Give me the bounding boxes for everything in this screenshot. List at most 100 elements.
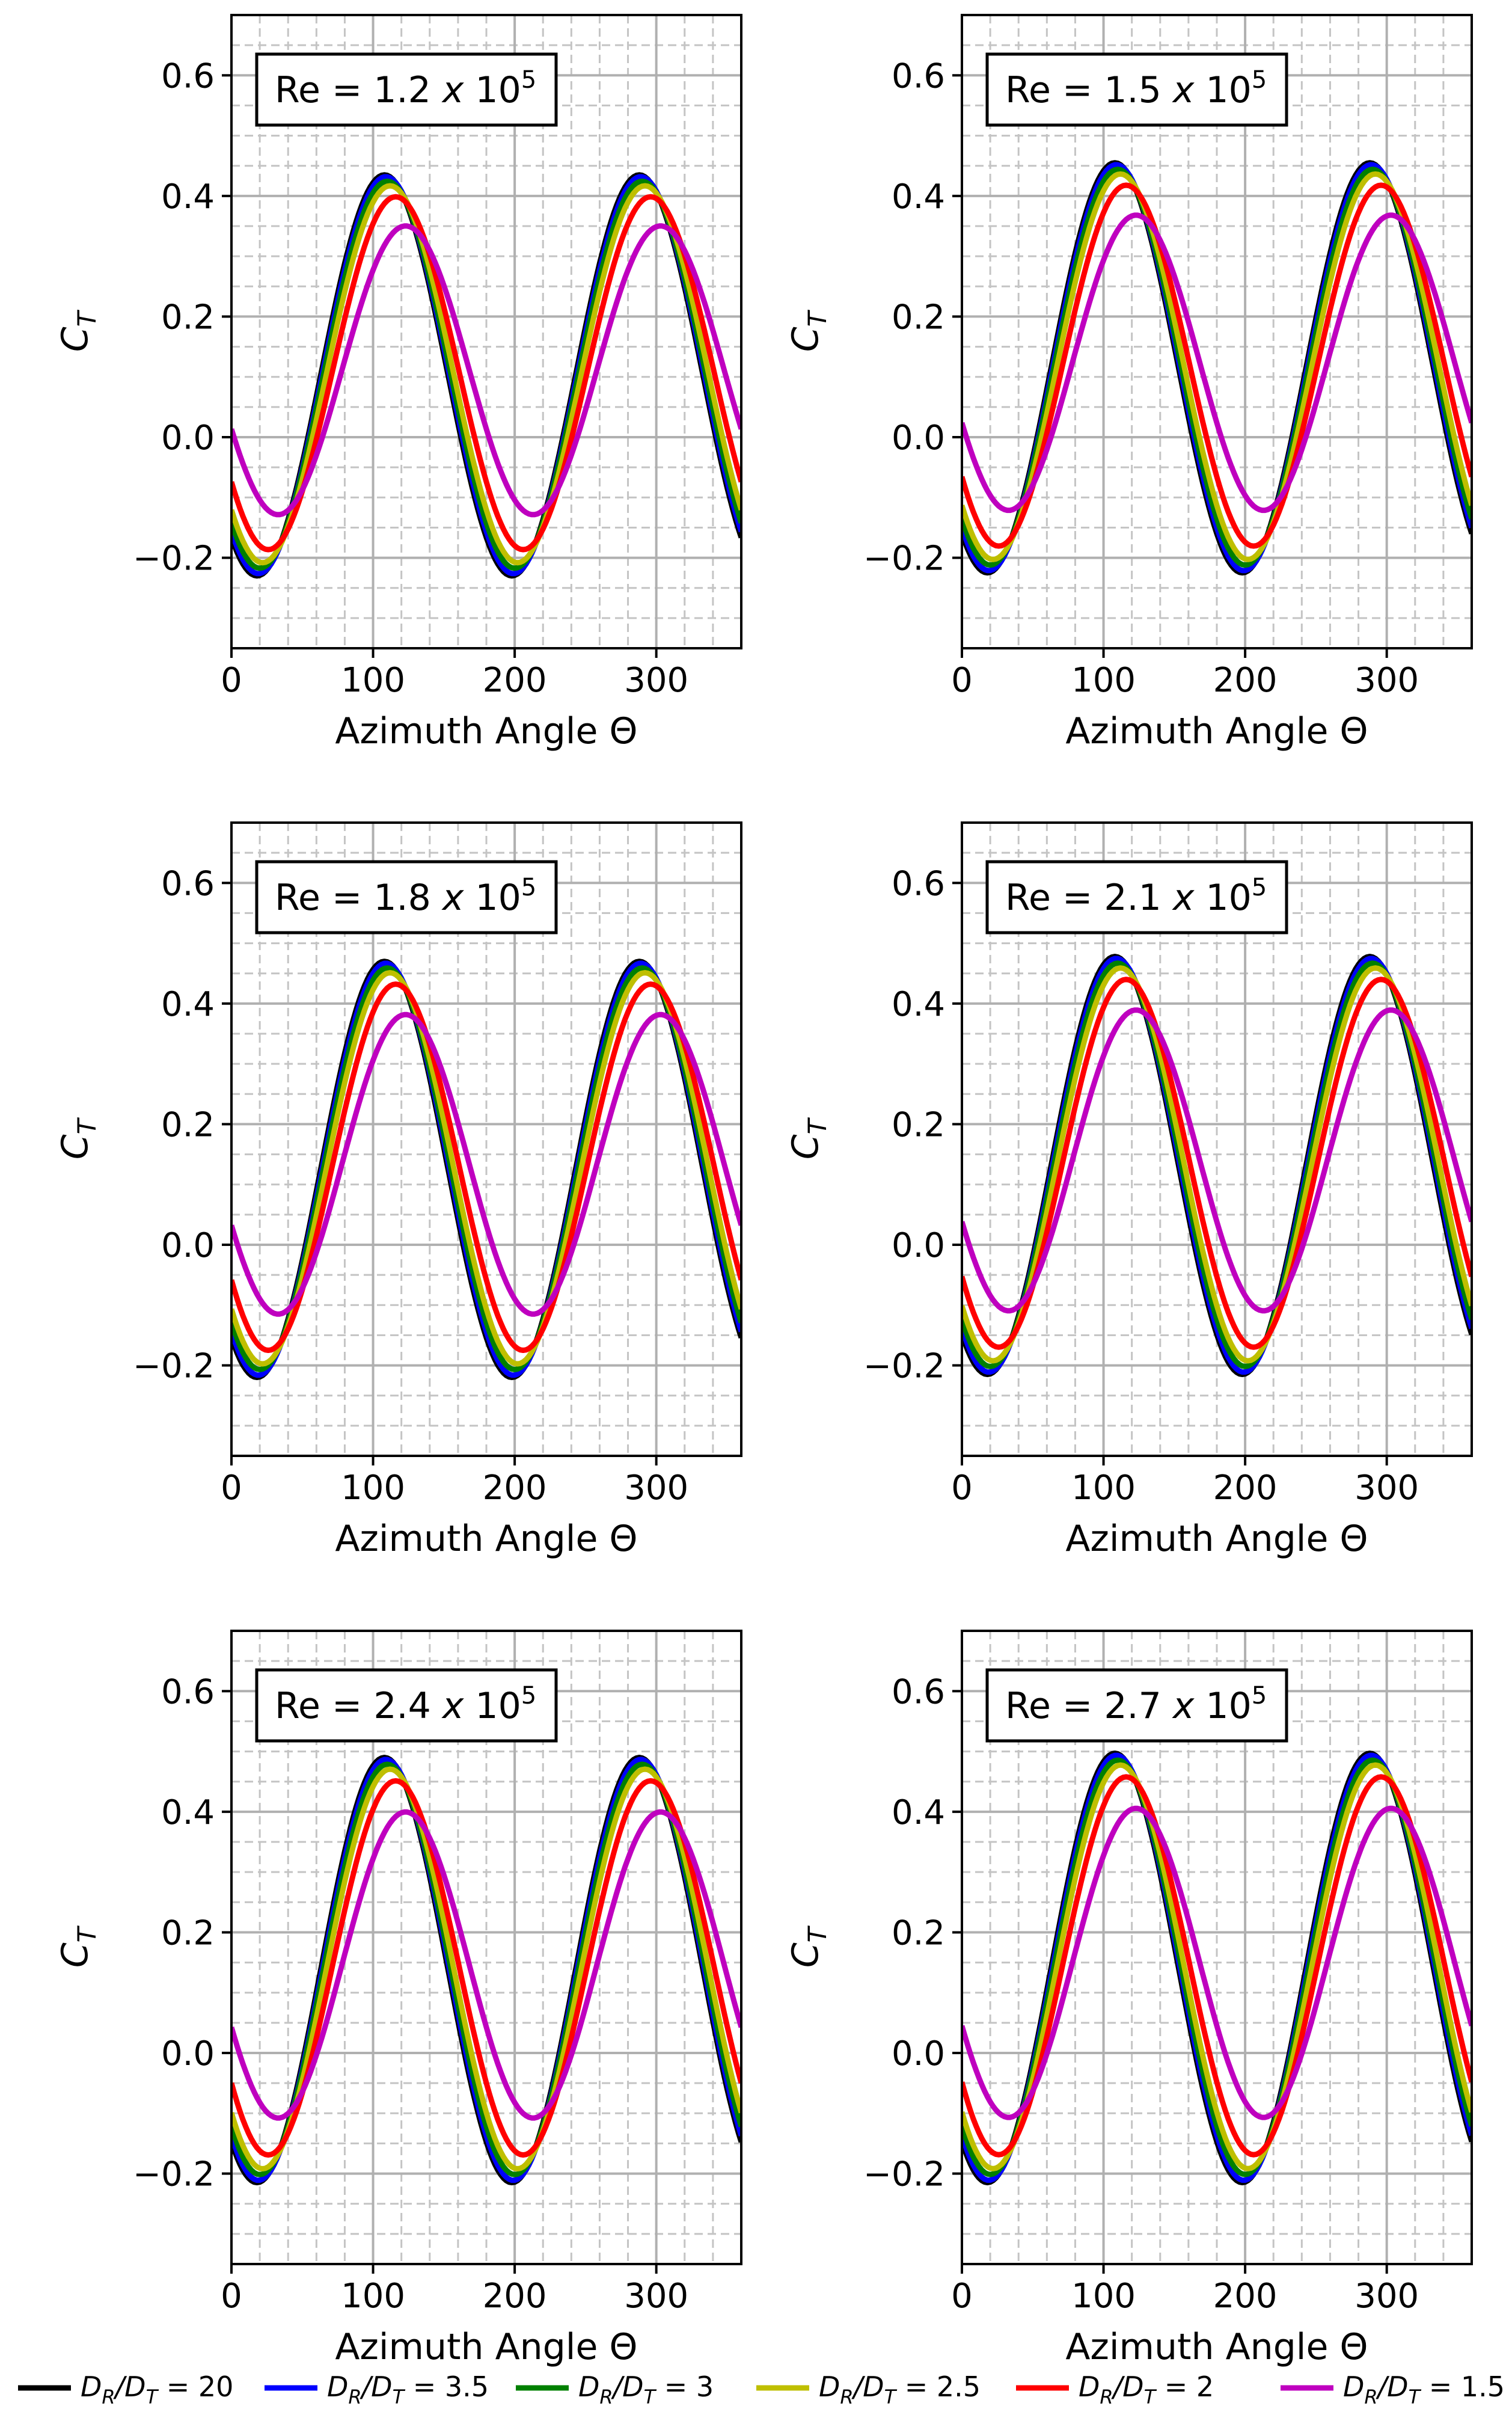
legend-item-6: DR/DT = 1.5 bbox=[1281, 2370, 1505, 2408]
y-tick-label: 0.6 bbox=[892, 1672, 945, 1711]
subplot-5: 0 100 200 300 −0.2 0.0 0.2 0.4 0.6 Azimuth Angle … bbox=[54, 1630, 742, 2368]
annotation-box bbox=[985, 860, 1288, 934]
y-tick-label: 0.4 bbox=[161, 985, 215, 1024]
y-axis-label-text: C bbox=[785, 1134, 827, 1159]
series-line-5 bbox=[231, 1778, 741, 2158]
series-line-4 bbox=[962, 965, 1472, 1364]
curves bbox=[962, 1751, 1472, 2186]
y-tick-label: 0.4 bbox=[892, 177, 945, 216]
series-line-4 bbox=[962, 171, 1472, 562]
y-tick-label: 0.6 bbox=[161, 1672, 215, 1711]
x-tick-label: 100 bbox=[341, 2277, 405, 2316]
annotation-text: Re = 1.2 x 105 bbox=[275, 66, 536, 111]
x-tick-label: 0 bbox=[951, 661, 973, 700]
annotation-box bbox=[985, 52, 1288, 127]
x-tick-label: 200 bbox=[483, 1468, 547, 1508]
series-line-6 bbox=[962, 1805, 1472, 2120]
y-axis-label-subscript: T bbox=[803, 1117, 832, 1134]
y-axis-label: CT bbox=[54, 309, 102, 352]
y-tick-label: 0.0 bbox=[892, 419, 945, 458]
legend-item-5: DR/DT = 2 bbox=[1016, 2370, 1214, 2408]
y-axis-label: CT bbox=[54, 1117, 102, 1159]
y-axis-label-text: C bbox=[54, 327, 96, 352]
series-line-4 bbox=[231, 970, 741, 1367]
y-tick-label: −0.2 bbox=[863, 2155, 945, 2194]
legend-item-2: DR/DT = 3.5 bbox=[265, 2370, 489, 2408]
subplot-2: 0 100 200 300 −0.2 0.0 0.2 0.4 0.6 Azimuth Angle … bbox=[785, 14, 1473, 752]
series-line-4 bbox=[231, 183, 741, 566]
series-line-5 bbox=[962, 977, 1472, 1350]
axes-frame bbox=[961, 821, 1473, 1457]
x-tick-label: 100 bbox=[1071, 2277, 1136, 2316]
subplot-1: 0 100 200 300 −0.2 0.0 0.2 0.4 0.6 Azimuth Angle … bbox=[54, 14, 742, 752]
x-tick-label: 0 bbox=[221, 1468, 242, 1508]
x-tick-label: 100 bbox=[1071, 1468, 1136, 1508]
y-tick-label: 0.6 bbox=[161, 864, 215, 903]
x-tick-label: 200 bbox=[483, 661, 547, 700]
annotation-text: Re = 1.5 x 105 bbox=[1005, 66, 1267, 111]
y-tick-label: 0.6 bbox=[892, 864, 945, 903]
y-tick-label: −0.2 bbox=[863, 539, 945, 578]
legend-item-3: DR/DT = 3 bbox=[516, 2370, 714, 2408]
x-tick-label: 0 bbox=[221, 661, 242, 700]
x-axis-label: Azimuth Angle Θ bbox=[1065, 1518, 1368, 1560]
y-tick-label: 0.0 bbox=[161, 419, 215, 458]
x-tick-label: 200 bbox=[483, 2277, 547, 2316]
reynolds-annotation: Re = 1.2 x 105 bbox=[255, 52, 558, 127]
series-line-6 bbox=[962, 212, 1472, 514]
annotation-text: Re = 2.1 x 105 bbox=[1005, 874, 1267, 919]
curves bbox=[231, 172, 741, 579]
x-tick-label: 300 bbox=[1354, 2277, 1419, 2316]
legend-item-4: DR/DT = 2.5 bbox=[756, 2370, 981, 2408]
y-tick-label: 0.4 bbox=[161, 1793, 215, 1832]
x-tick-label: 0 bbox=[221, 2277, 242, 2316]
legend: DR/DT = 20 DR/DT = 3.5 DR/DT = 3 DR/DT = 2.… bbox=[18, 2370, 1505, 2408]
series-line-6 bbox=[231, 1011, 741, 1317]
x-axis-label: Azimuth Angle Θ bbox=[335, 1518, 637, 1560]
legend-item-1: DR/DT = 20 bbox=[18, 2370, 233, 2408]
legend-label: DR/DT = 1.5 bbox=[1343, 2370, 1505, 2408]
subplot-3: 0 100 200 300 −0.2 0.0 0.2 0.4 0.6 Azimuth Angle … bbox=[54, 821, 742, 1560]
axes-frame bbox=[230, 821, 742, 1457]
series-line-5 bbox=[231, 981, 741, 1353]
x-tick-label: 100 bbox=[341, 661, 405, 700]
annotation-box bbox=[255, 1668, 558, 1743]
series-line-6 bbox=[962, 1007, 1472, 1314]
x-axis-label: Azimuth Angle Θ bbox=[1065, 710, 1368, 752]
legend-label: DR/DT = 3 bbox=[578, 2370, 714, 2408]
curves bbox=[231, 1755, 741, 2186]
legend-label: DR/DT = 2.5 bbox=[819, 2370, 981, 2408]
y-tick-label: 0.2 bbox=[161, 298, 215, 337]
annotation-text: Re = 1.8 x 105 bbox=[275, 874, 536, 919]
series-line-5 bbox=[962, 182, 1472, 549]
y-tick-label: 0.6 bbox=[892, 57, 945, 96]
x-tick-label: 200 bbox=[1213, 2277, 1278, 2316]
legend-label: DR/DT = 3.5 bbox=[327, 2370, 489, 2408]
x-axis-label: Azimuth Angle Θ bbox=[335, 2326, 637, 2368]
y-axis-label-text: C bbox=[785, 327, 827, 352]
reynolds-annotation: Re = 2.4 x 105 bbox=[255, 1668, 558, 1743]
y-tick-label: −0.2 bbox=[133, 1347, 215, 1386]
series-line-5 bbox=[231, 194, 741, 553]
y-axis-label-subscript: T bbox=[803, 309, 832, 327]
legend-label: DR/DT = 2 bbox=[1079, 2370, 1214, 2408]
y-tick-label: 0.2 bbox=[892, 1913, 945, 1953]
subplot-4: 0 100 200 300 −0.2 0.0 0.2 0.4 0.6 Azimuth Angle … bbox=[785, 821, 1473, 1560]
subplot-6: 0 100 200 300 −0.2 0.0 0.2 0.4 0.6 Azimuth Angle … bbox=[785, 1630, 1473, 2368]
x-tick-label: 100 bbox=[1071, 661, 1136, 700]
series-line-6 bbox=[231, 1809, 741, 2121]
y-axis-label: CT bbox=[785, 1925, 832, 1968]
y-axis-label: CT bbox=[785, 309, 832, 352]
y-tick-label: 0.4 bbox=[161, 177, 215, 216]
axes-frame bbox=[230, 1630, 742, 2265]
x-tick-label: 200 bbox=[1213, 661, 1278, 700]
y-axis-label-subscript: T bbox=[72, 309, 102, 327]
y-tick-label: 0.2 bbox=[161, 1105, 215, 1144]
y-tick-label: 0.4 bbox=[892, 985, 945, 1024]
y-axis-label-subscript: T bbox=[72, 1117, 102, 1134]
y-tick-label: −0.2 bbox=[133, 2155, 215, 2194]
y-tick-label: −0.2 bbox=[133, 539, 215, 578]
reynolds-annotation: Re = 2.7 x 105 bbox=[985, 1668, 1288, 1743]
y-tick-label: 0.6 bbox=[161, 57, 215, 96]
